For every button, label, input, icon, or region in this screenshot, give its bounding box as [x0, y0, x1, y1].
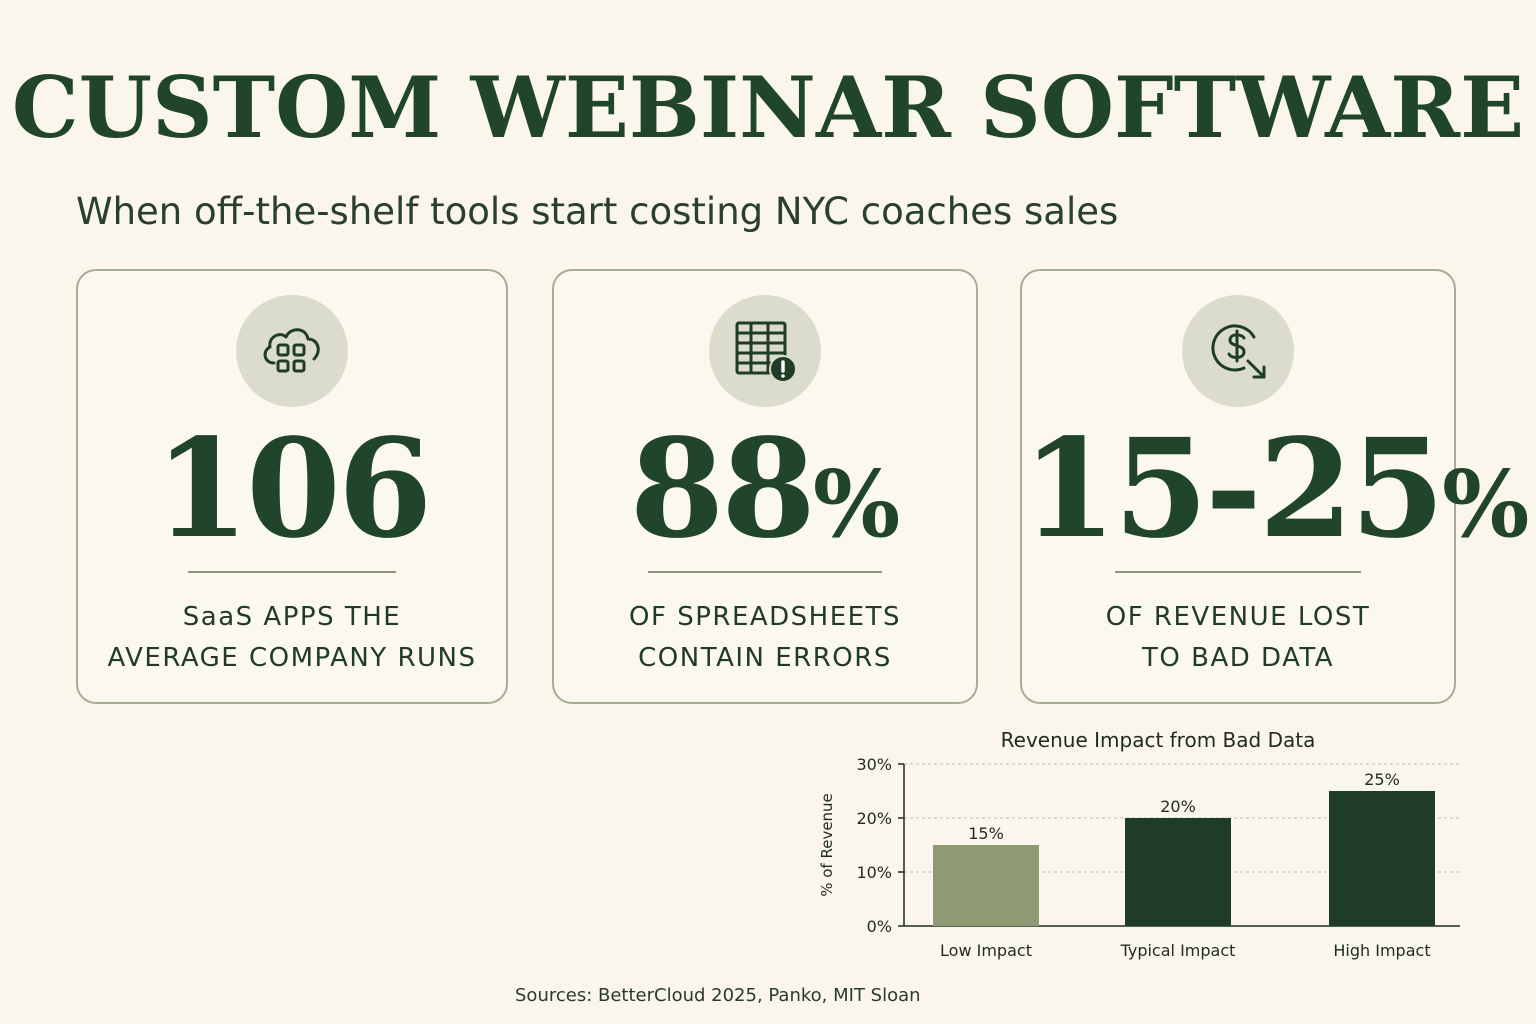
revenue-impact-bar-chart: 0% 10% 20% 30% % of Revenue 15% Low Impact 20% T… — [818, 755, 1460, 960]
bar-low-impact — [933, 845, 1039, 926]
bar-high-impact — [1329, 791, 1435, 926]
y-tick-label: 30% — [856, 755, 892, 774]
bar-data-label: 25% — [1364, 770, 1400, 789]
stat-card-spreadsheets: 88% OF SPREADSHEETS CONTAIN ERRORS — [552, 269, 978, 704]
y-tick-label: 20% — [856, 809, 892, 828]
divider — [188, 571, 396, 573]
stat-value-revenue-lost: 15-25% — [1022, 409, 1530, 569]
bar-typical-impact — [1125, 818, 1231, 926]
page-title: CUSTOM WEBINAR SOFTWARE — [11, 58, 1525, 157]
spreadsheet-error-icon — [709, 295, 821, 407]
stat-description: OF REVENUE LOST TO BAD DATA — [1105, 602, 1371, 673]
stat-card-saas-apps: 106 SaaS APPS THE AVERAGE COMPANY RUNS — [76, 269, 508, 704]
stat-description: OF SPREADSHEETS CONTAIN ERRORS — [629, 602, 901, 673]
divider — [1115, 571, 1361, 573]
sources-footnote: Sources: BetterCloud 2025, Panko, MIT Sl… — [515, 985, 921, 1006]
cloud-apps-icon — [236, 295, 348, 407]
bar-data-label: 20% — [1160, 797, 1196, 816]
y-tick-label: 0% — [867, 917, 892, 936]
dollar-decline-icon — [1182, 295, 1294, 407]
x-tick-label: Low Impact — [940, 941, 1032, 960]
stat-value-spreadsheets: 88% — [629, 409, 901, 569]
stat-value-saas-apps: 106 — [154, 409, 433, 569]
stat-card-revenue-lost: 15-25% OF REVENUE LOST TO BAD DATA — [1020, 269, 1530, 704]
divider — [648, 571, 882, 573]
x-tick-label: Typical Impact — [1120, 941, 1236, 960]
chart-title: Revenue Impact from Bad Data — [1000, 728, 1316, 752]
page-subtitle: When off-the-shelf tools start costing N… — [76, 190, 1119, 233]
bar-data-label: 15% — [968, 824, 1004, 843]
stat-description: SaaS APPS THE AVERAGE COMPANY RUNS — [107, 602, 477, 673]
y-axis-label: % of Revenue — [818, 793, 836, 897]
x-tick-label: High Impact — [1333, 941, 1430, 960]
y-tick-label: 10% — [856, 863, 892, 882]
